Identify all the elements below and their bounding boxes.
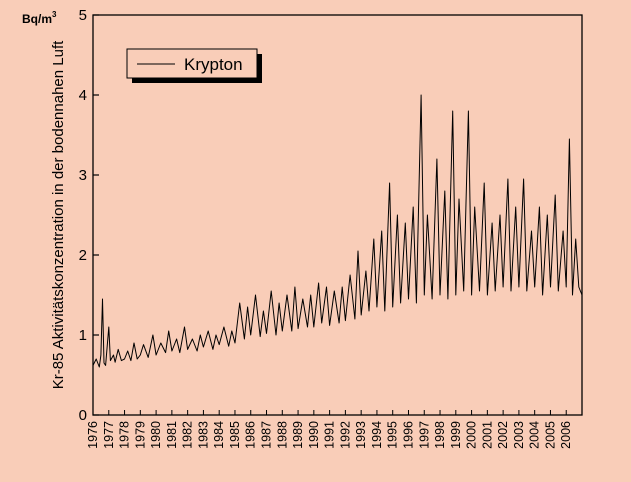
y-tick-label: 5	[79, 7, 87, 24]
series-layer	[92, 94, 583, 368]
series-line-krypton	[92, 94, 583, 368]
x-tick-label: 1977	[102, 421, 116, 449]
y-tick-label: 0	[79, 407, 87, 424]
x-tick-label: 1992	[338, 421, 352, 449]
legend: Krypton	[126, 48, 262, 83]
x-tick-label: 1978	[118, 421, 132, 449]
x-tick-label: 2001	[480, 421, 494, 449]
y-tick-label: 4	[79, 87, 87, 104]
x-tick-label: 1994	[370, 421, 384, 449]
x-tick-label: 2000	[465, 421, 479, 449]
y-tick-label: 3	[79, 167, 87, 184]
unit-superscript: 3	[52, 10, 57, 19]
y-axis-title: Kr-85 Aktivitätskonzentration in der bod…	[50, 40, 67, 389]
x-tick-label: 1987	[260, 421, 274, 449]
x-tick-label: 1988	[275, 421, 289, 449]
x-tick-label: 1983	[196, 421, 210, 449]
y-tick-label: 1	[79, 327, 87, 344]
x-tick-label: 1997	[417, 421, 431, 449]
x-tick-label: 1981	[165, 421, 179, 449]
x-tick-label: 1998	[433, 421, 447, 449]
y-axis-ticks: 0 1 2 3 4 5	[79, 7, 99, 424]
x-tick-label: 2005	[543, 421, 557, 449]
x-tick-label: 1976	[86, 421, 100, 449]
x-tick-label: 1986	[244, 421, 258, 449]
x-tick-label: 2004	[528, 421, 542, 449]
x-tick-label: 2003	[512, 421, 526, 449]
x-tick-label: 1979	[133, 421, 147, 449]
x-tick-label: 1980	[149, 421, 163, 449]
x-tick-label: 1982	[181, 421, 195, 449]
legend-label: Krypton	[184, 55, 243, 74]
x-tick-label: 1996	[401, 421, 415, 449]
x-tick-label: 2006	[559, 421, 573, 449]
x-tick-label: 2002	[496, 421, 510, 449]
x-axis-ticks: 1976 1977 1978 1979 1980 1981 1982 1983 1984 1985…	[86, 410, 573, 449]
x-tick-label: 1999	[449, 421, 463, 449]
x-tick-label: 1991	[323, 421, 337, 449]
x-tick-label: 1985	[228, 421, 242, 449]
x-tick-label: 1995	[386, 421, 400, 449]
x-tick-label: 1984	[212, 421, 226, 449]
x-tick-label: 1990	[307, 421, 321, 449]
x-tick-label: 1989	[291, 421, 305, 449]
unit-label: Bq/m3	[22, 10, 57, 26]
x-tick-label: 1993	[354, 421, 368, 449]
y-tick-label: 2	[79, 247, 87, 264]
